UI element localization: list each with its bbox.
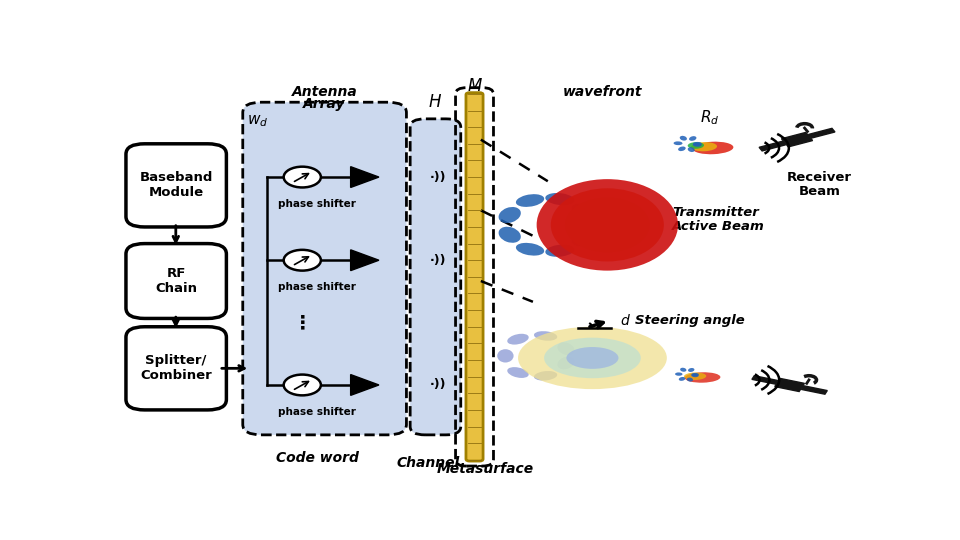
- Text: Antenna: Antenna: [292, 85, 357, 99]
- Text: Array: Array: [303, 97, 346, 111]
- Text: phase shifter: phase shifter: [278, 199, 356, 209]
- Text: Transmitter: Transmitter: [672, 206, 758, 219]
- Ellipse shape: [591, 215, 623, 235]
- Ellipse shape: [545, 245, 574, 257]
- Ellipse shape: [693, 142, 702, 146]
- Polygon shape: [781, 132, 812, 147]
- Ellipse shape: [688, 368, 694, 372]
- FancyBboxPatch shape: [466, 93, 483, 461]
- Ellipse shape: [679, 377, 685, 381]
- Ellipse shape: [551, 188, 664, 261]
- Ellipse shape: [678, 146, 685, 151]
- Circle shape: [283, 250, 321, 271]
- Ellipse shape: [674, 141, 683, 145]
- Text: wavefront: wavefront: [563, 85, 642, 99]
- Polygon shape: [350, 167, 379, 187]
- Ellipse shape: [675, 373, 683, 376]
- FancyBboxPatch shape: [243, 102, 406, 435]
- Ellipse shape: [507, 367, 529, 378]
- Ellipse shape: [516, 194, 544, 207]
- Circle shape: [283, 375, 321, 395]
- Ellipse shape: [686, 377, 693, 382]
- Ellipse shape: [680, 368, 686, 372]
- Text: $w_d$: $w_d$: [247, 113, 268, 129]
- Polygon shape: [775, 379, 804, 392]
- Text: $H$: $H$: [428, 93, 443, 111]
- Ellipse shape: [558, 342, 575, 355]
- Text: Active Beam: Active Beam: [672, 220, 765, 233]
- Text: Code word: Code word: [276, 451, 359, 465]
- Text: Baseband
Module: Baseband Module: [139, 171, 213, 199]
- Ellipse shape: [689, 136, 696, 141]
- Polygon shape: [808, 129, 835, 138]
- Text: Receiver: Receiver: [787, 171, 852, 184]
- FancyBboxPatch shape: [126, 144, 227, 227]
- FancyBboxPatch shape: [410, 119, 461, 435]
- Ellipse shape: [534, 331, 557, 341]
- Text: Steering angle: Steering angle: [635, 314, 745, 327]
- Text: ·)): ·)): [429, 379, 446, 392]
- Ellipse shape: [518, 327, 667, 389]
- Ellipse shape: [537, 179, 678, 271]
- Text: phase shifter: phase shifter: [278, 282, 356, 292]
- Text: ·)): ·)): [429, 171, 446, 184]
- Ellipse shape: [680, 136, 687, 140]
- Ellipse shape: [497, 349, 514, 362]
- Text: Channel: Channel: [396, 456, 460, 470]
- FancyBboxPatch shape: [126, 327, 227, 410]
- Ellipse shape: [684, 372, 720, 383]
- Ellipse shape: [693, 143, 702, 147]
- Polygon shape: [350, 375, 379, 395]
- Text: ⋮: ⋮: [293, 313, 312, 332]
- Ellipse shape: [544, 338, 641, 378]
- Polygon shape: [802, 386, 828, 394]
- Ellipse shape: [687, 142, 704, 149]
- Ellipse shape: [692, 141, 733, 154]
- Text: $M$: $M$: [467, 77, 483, 96]
- Circle shape: [283, 167, 321, 187]
- Ellipse shape: [534, 371, 557, 381]
- Text: Metasurface: Metasurface: [437, 462, 534, 476]
- Polygon shape: [759, 141, 785, 151]
- Text: ·)): ·)): [429, 254, 446, 267]
- Polygon shape: [752, 376, 778, 384]
- Ellipse shape: [687, 147, 695, 152]
- Ellipse shape: [545, 193, 574, 205]
- Polygon shape: [350, 250, 379, 271]
- Ellipse shape: [564, 198, 650, 252]
- Ellipse shape: [571, 231, 595, 246]
- Ellipse shape: [516, 243, 544, 255]
- Text: Beam: Beam: [799, 185, 840, 198]
- Ellipse shape: [507, 334, 529, 345]
- Text: Splitter/
Combiner: Splitter/ Combiner: [140, 354, 212, 382]
- Ellipse shape: [498, 207, 521, 223]
- Text: $d$: $d$: [620, 313, 631, 328]
- Ellipse shape: [571, 204, 595, 219]
- Ellipse shape: [579, 207, 636, 243]
- FancyBboxPatch shape: [126, 244, 227, 319]
- Ellipse shape: [691, 374, 699, 377]
- Ellipse shape: [684, 373, 707, 380]
- Ellipse shape: [566, 347, 618, 369]
- Ellipse shape: [558, 356, 575, 369]
- Ellipse shape: [498, 227, 521, 243]
- Text: RF
Chain: RF Chain: [156, 267, 197, 295]
- Ellipse shape: [691, 373, 699, 376]
- Text: phase shifter: phase shifter: [278, 407, 356, 417]
- Ellipse shape: [691, 142, 717, 151]
- Text: $R_d$: $R_d$: [700, 108, 720, 127]
